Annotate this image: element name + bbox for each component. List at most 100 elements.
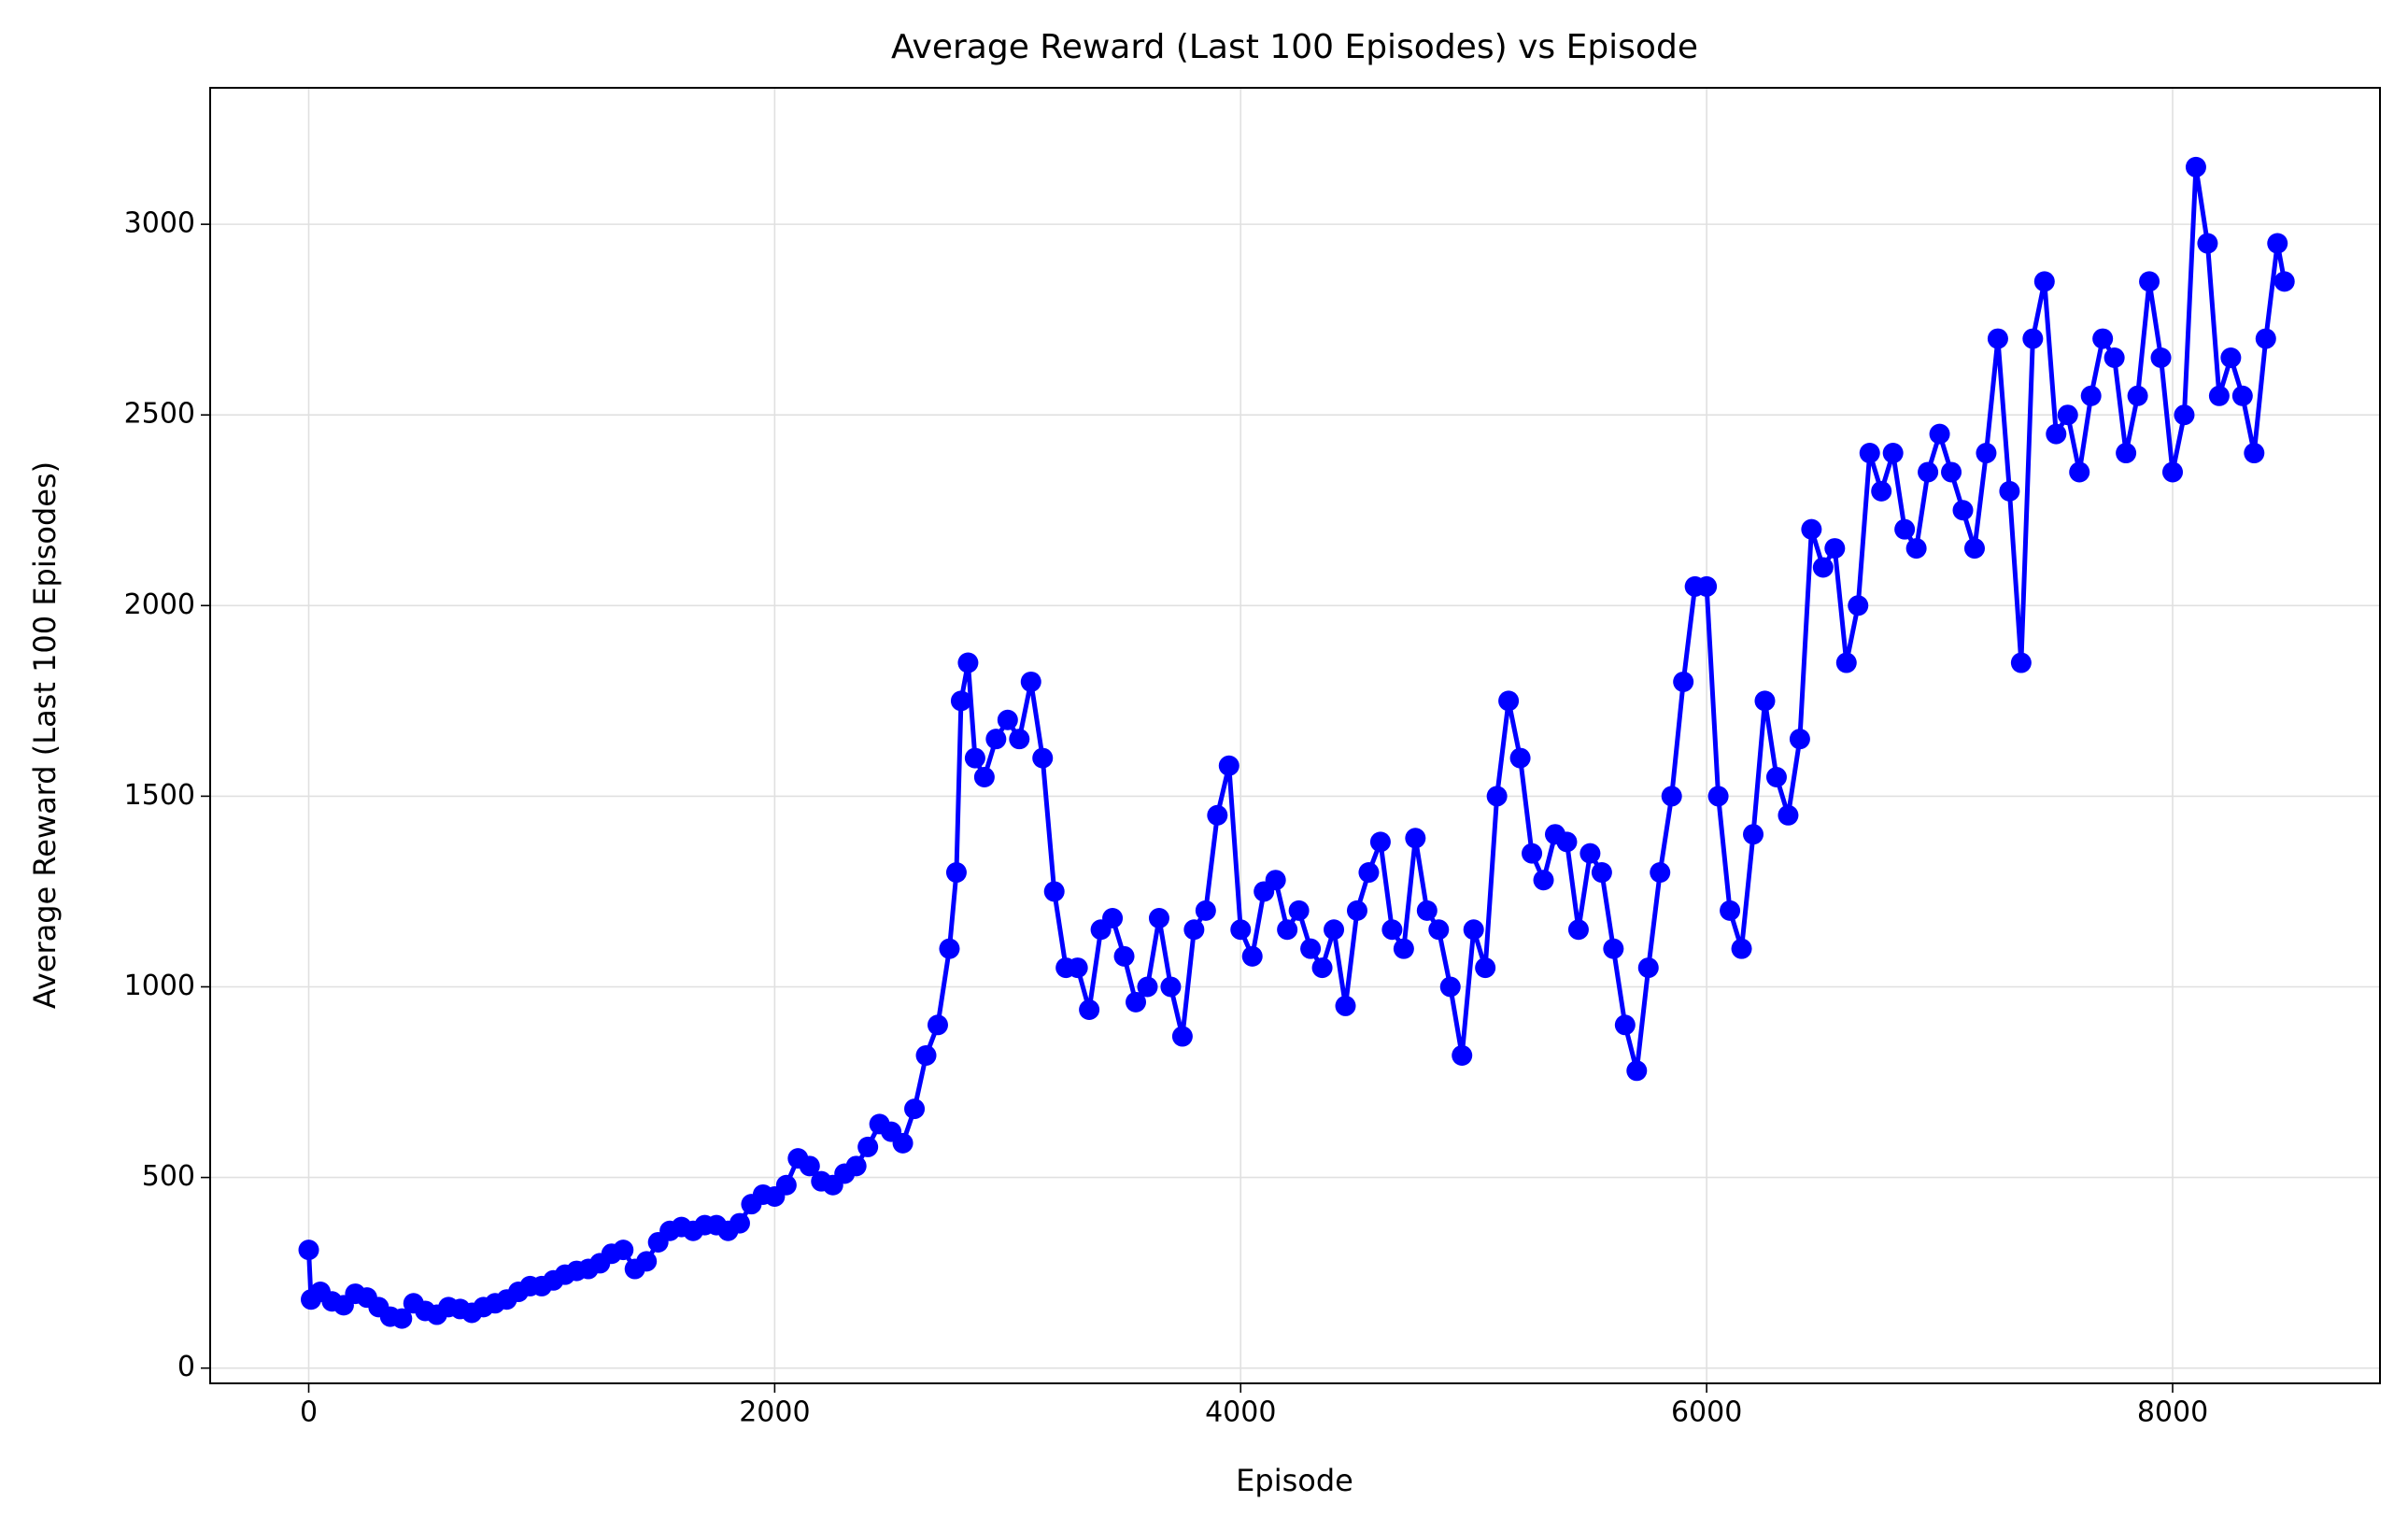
data-point (973, 766, 995, 787)
data-point (950, 690, 971, 712)
data-point (927, 1014, 948, 1036)
data-point (1171, 1026, 1193, 1047)
data-point (1183, 919, 1205, 941)
data-point (1765, 766, 1787, 787)
data-point (1381, 919, 1403, 941)
data-point (1207, 804, 1228, 826)
data-point (1148, 908, 1169, 929)
data-point (2057, 404, 2078, 426)
data-point (2208, 385, 2230, 406)
data-point (997, 709, 1018, 730)
data-point (892, 1132, 914, 1154)
y-tick-label: 2500 (124, 398, 195, 431)
data-point (298, 1240, 319, 1261)
data-point (2127, 385, 2148, 406)
data-point (1696, 575, 1718, 597)
data-point (1952, 500, 1974, 521)
data-point (1731, 938, 1752, 959)
data-point (775, 1174, 797, 1196)
plot-frame (209, 87, 2381, 1384)
data-point (1963, 538, 1985, 560)
data-point (636, 1251, 658, 1272)
data-point (1265, 870, 1286, 891)
data-point (939, 938, 960, 959)
data-point (2103, 347, 2125, 368)
data-point (1778, 804, 1799, 826)
data-point (2220, 347, 2242, 368)
data-point (1067, 957, 1088, 979)
data-point (2162, 461, 2184, 483)
y-tick-label: 2000 (124, 588, 195, 621)
data-point (1160, 976, 1182, 998)
data-point (2033, 271, 2055, 292)
data-point (1754, 690, 1776, 712)
data-point (2092, 328, 2114, 349)
data-point (1405, 828, 1426, 849)
data-point (1824, 538, 1846, 560)
data-point (1079, 999, 1100, 1020)
data-point (1102, 908, 1124, 929)
data-point (1335, 995, 1356, 1016)
data-point (1999, 480, 2020, 502)
data-point (1835, 652, 1857, 673)
data-point (1346, 900, 1367, 921)
data-point (1439, 976, 1461, 998)
data-point (1533, 870, 1554, 891)
data-point (2185, 156, 2206, 177)
data-point (1603, 938, 1624, 959)
data-point (2244, 443, 2265, 464)
data-point (1848, 595, 1869, 616)
data-point (2116, 443, 2137, 464)
data-point (1230, 919, 1252, 941)
x-axis-label: Episode (1236, 1463, 1353, 1498)
data-point (1475, 957, 1496, 979)
y-axis-label: Average Reward (Last 100 Episodes) (27, 461, 63, 1009)
data-point (1859, 443, 1880, 464)
data-point (1300, 938, 1322, 959)
data-point (1288, 900, 1310, 921)
x-tick-label: 6000 (1671, 1396, 1742, 1429)
data-point (2080, 385, 2102, 406)
x-tick-label: 2000 (739, 1396, 810, 1429)
data-point (2022, 328, 2044, 349)
data-point (2231, 385, 2253, 406)
data-point (904, 1098, 926, 1120)
data-point (1987, 328, 2008, 349)
data-point (945, 862, 967, 884)
data-point (2010, 652, 2032, 673)
data-point (1009, 729, 1030, 750)
data-point (1509, 747, 1531, 769)
data-point (964, 747, 985, 769)
data-point (2046, 423, 2067, 445)
data-point (799, 1155, 820, 1177)
data-point (2267, 233, 2288, 254)
data-point (1626, 1060, 1648, 1082)
data-point (1498, 690, 1520, 712)
data-point (1637, 957, 1659, 979)
x-tick-label: 0 (300, 1396, 318, 1429)
data-point (1812, 557, 1834, 578)
data-point (1929, 423, 1950, 445)
data-point (1241, 945, 1263, 967)
data-point (391, 1308, 413, 1329)
data-point (1522, 843, 1543, 864)
data-point (1789, 729, 1810, 750)
data-point (1661, 786, 1682, 807)
data-point (1871, 480, 1892, 502)
data-point (1463, 919, 1484, 941)
data-point (1567, 919, 1589, 941)
data-point (2174, 404, 2195, 426)
y-tick-label: 500 (142, 1160, 195, 1193)
y-tick-label: 0 (177, 1351, 195, 1383)
data-point (729, 1212, 750, 1234)
data-point (985, 729, 1007, 750)
data-point (1020, 671, 1041, 692)
data-point (1591, 862, 1612, 884)
data-point (1311, 957, 1333, 979)
data-point (1277, 919, 1298, 941)
data-point (1452, 1044, 1473, 1066)
data-point (613, 1240, 634, 1261)
data-point (1941, 461, 1962, 483)
data-point (1720, 900, 1741, 921)
